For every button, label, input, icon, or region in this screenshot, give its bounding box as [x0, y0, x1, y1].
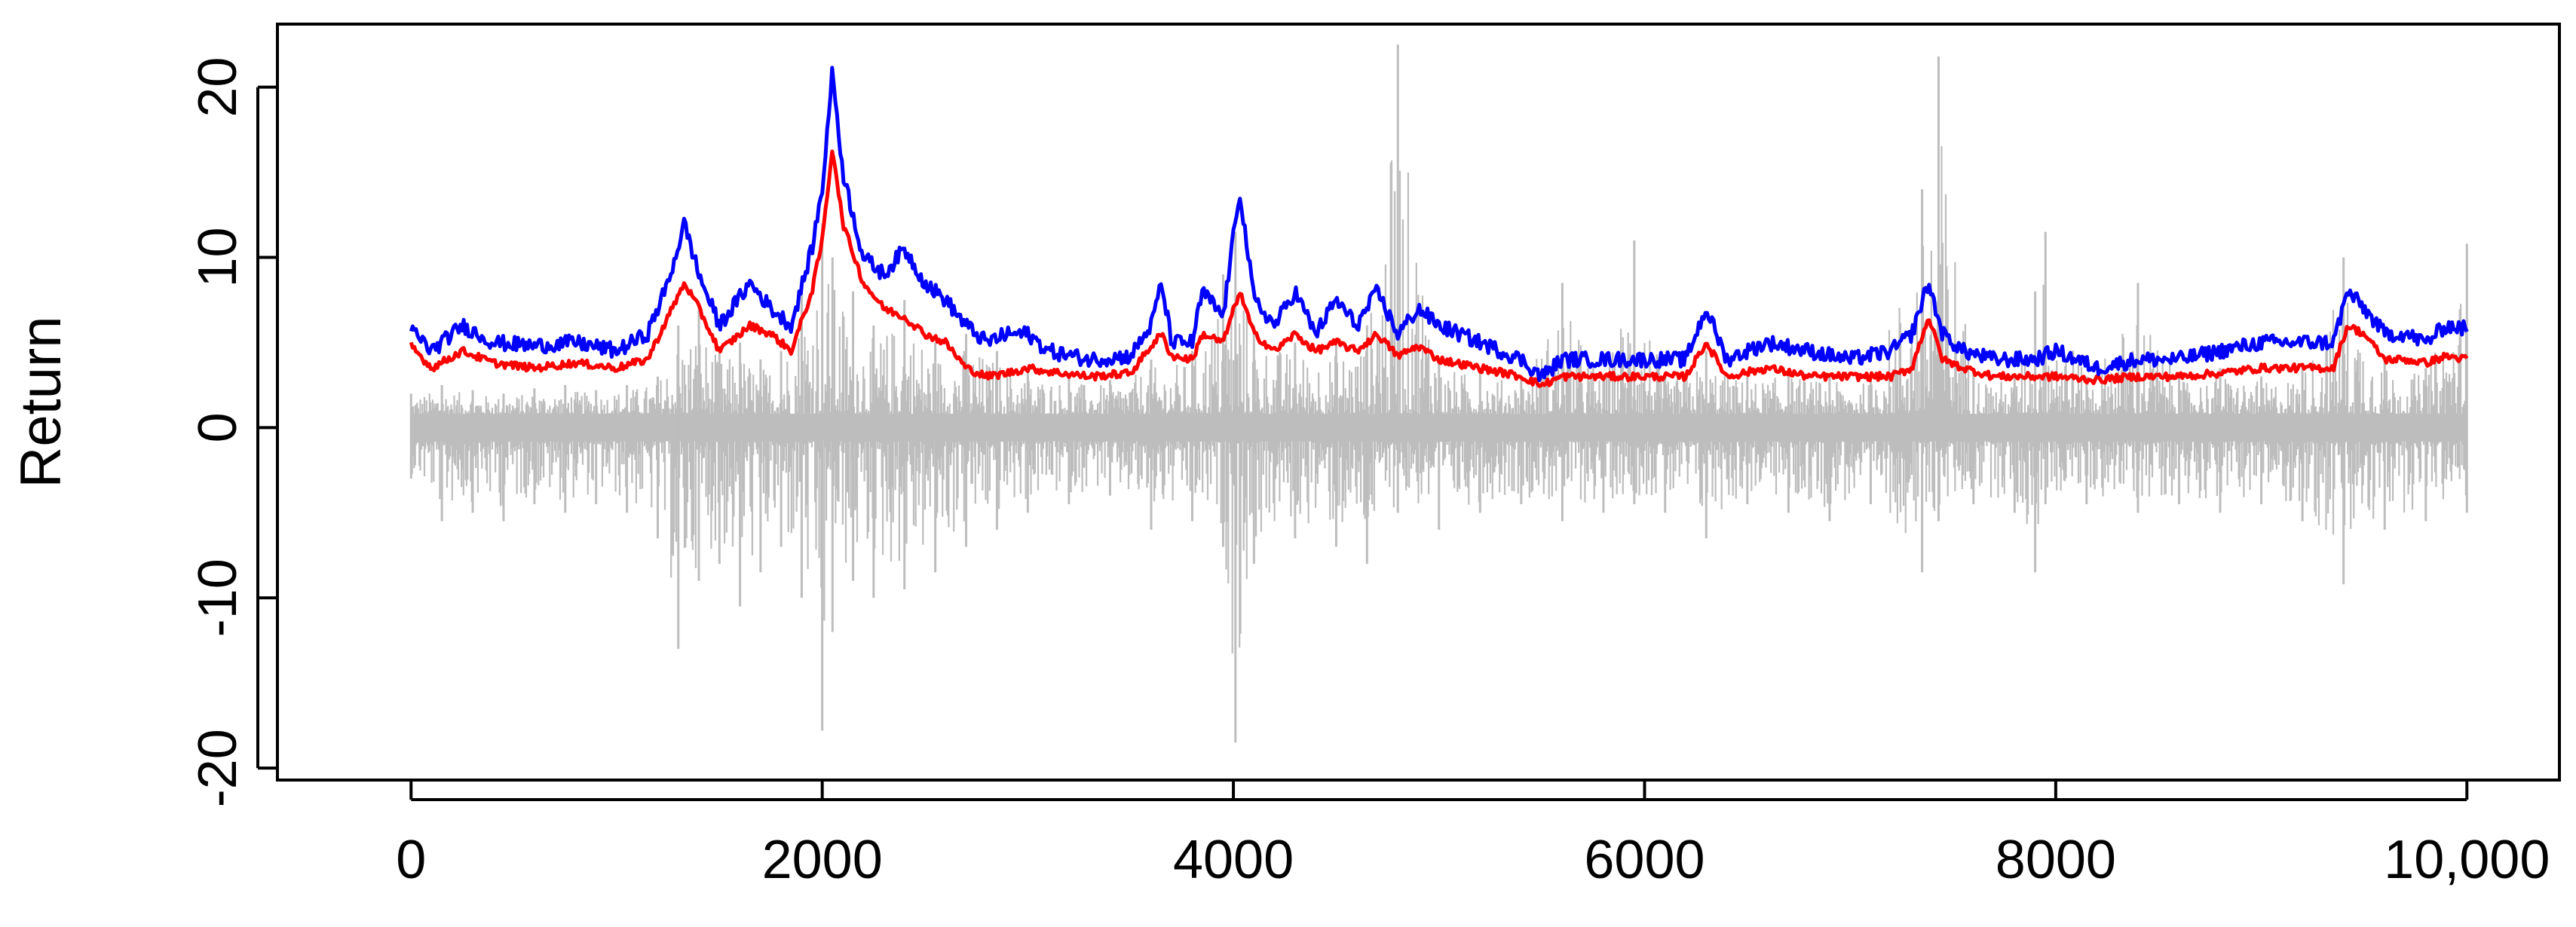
- y-tick-label: -10: [188, 558, 248, 637]
- y-tick-label: -20: [188, 729, 248, 807]
- plot-frame: [276, 23, 2561, 782]
- x-tick-label: 10,000: [2384, 830, 2550, 890]
- upper-band-line: [409, 66, 2469, 382]
- y-tick-label: 10: [188, 227, 248, 287]
- lower-band-series: [409, 149, 2469, 388]
- x-tick-label: 4000: [1173, 830, 1294, 890]
- axes: 0 2000 4000 6000 8000 10,000 -20 -10 0 10 20: [188, 57, 2550, 890]
- upper-band-series: [409, 66, 2469, 382]
- x-tick-label: 6000: [1584, 830, 1705, 890]
- lower-band-line: [409, 149, 2469, 388]
- x-tick-label: 0: [396, 830, 426, 890]
- x-tick-label: 2000: [762, 830, 883, 890]
- y-axis-title: Return: [9, 316, 73, 488]
- x-tick-label: 8000: [1996, 830, 2116, 890]
- y-tick-label: 0: [188, 412, 248, 442]
- returns-series: [409, 44, 2468, 743]
- y-tick-label: 20: [188, 57, 248, 118]
